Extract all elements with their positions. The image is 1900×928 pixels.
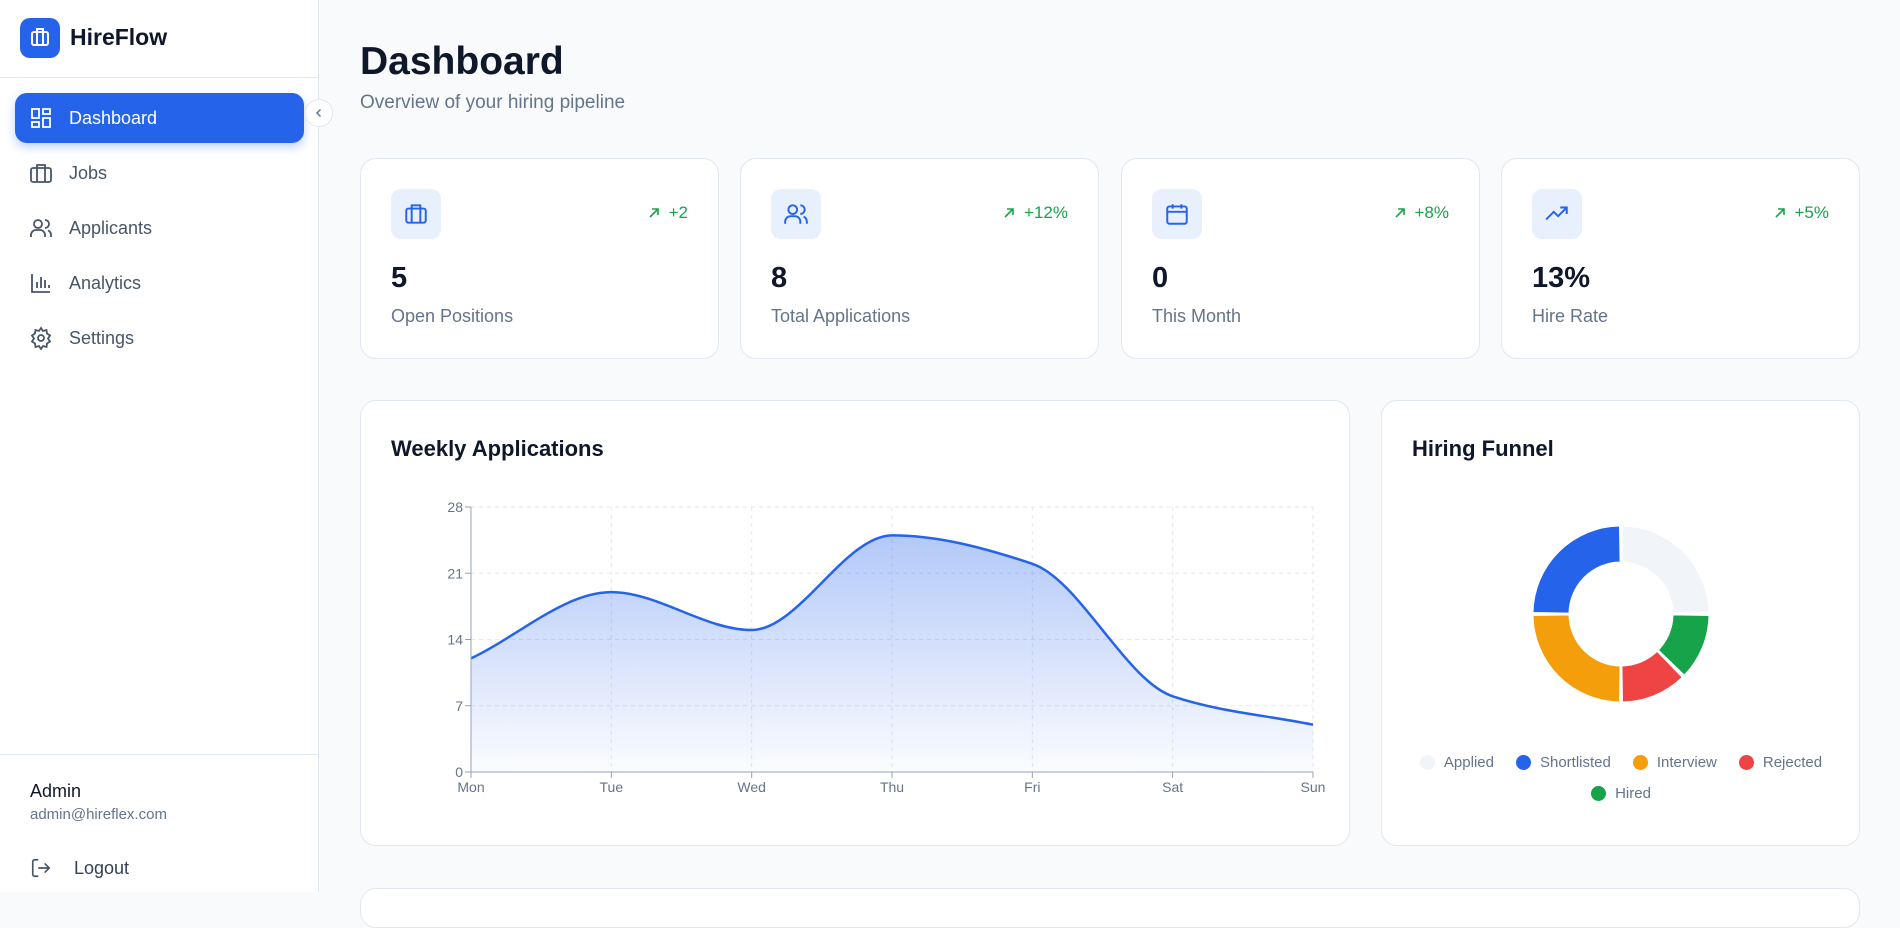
chart-card — [1381, 400, 1860, 846]
donut-slice — [1621, 650, 1683, 703]
stat-icon — [771, 189, 821, 239]
nav-label: Applicants — [69, 217, 153, 238]
legend-dot — [1591, 786, 1607, 801]
brand: HireFlow — [70, 24, 168, 50]
stat-card: +8% 0 This Month — [1121, 158, 1480, 359]
chart-title: Hiring Funnel — [1412, 436, 1554, 461]
legend-item: Shortlisted — [1515, 754, 1611, 771]
user-email: admin@hireflex.com — [30, 806, 167, 823]
logo — [20, 18, 60, 58]
collapse-button[interactable] — [305, 99, 333, 127]
legend-label: Rejected — [1762, 754, 1823, 771]
area — [471, 535, 1313, 772]
nav-label: Settings — [69, 327, 135, 348]
page: HireFlow Dashboard {"brand": "HireFlow",… — [0, 0, 1860, 928]
legend-label: Shortlisted — [1539, 754, 1611, 771]
y-tick-label: 14 — [447, 632, 463, 648]
donut-slice — [1657, 614, 1710, 676]
donut-slice — [1621, 525, 1710, 614]
donut-slice — [1532, 525, 1621, 614]
y-tick-label: 21 — [447, 565, 463, 581]
stat-card: +5% 13% Hire Rate — [1501, 158, 1860, 359]
charts: 0 7 14 21 28 Mon Tue Wed Thu Fri Sat Sun — [447, 499, 1710, 795]
nav-item[interactable]: Analytics — [15, 258, 304, 308]
stat-change: +5% — [1773, 203, 1830, 223]
stat-value: 0 — [1152, 262, 1169, 294]
page-subtitle: Overview of your hiring pipeline — [360, 92, 626, 113]
x-tick-label: Wed — [737, 779, 766, 795]
legend-item: Applied — [1419, 754, 1494, 771]
stat-icon — [1532, 189, 1582, 239]
nav-item[interactable]: Settings — [15, 313, 304, 363]
legend: Applied Shortlisted Interview Rejected Hired — [1401, 754, 1841, 802]
logout[interactable]: Logout — [30, 857, 129, 879]
nav-item[interactable]: Dashboard — [15, 93, 304, 143]
legend-label: Interview — [1656, 754, 1717, 771]
y-tick-label: 7 — [455, 698, 463, 714]
stat-label: Hire Rate — [1532, 306, 1609, 326]
donut-slice — [1532, 614, 1621, 703]
line — [470, 534, 1314, 726]
stat-icon — [391, 189, 441, 239]
x-tick-label: Sun — [1301, 779, 1326, 795]
x-tick-label: Thu — [880, 779, 904, 795]
x-tick-label: Fri — [1024, 779, 1040, 795]
app: HireFlow Dashboard Jobs Applicants Analy… — [0, 0, 1860, 928]
chart-title: Weekly Applications — [391, 436, 604, 461]
stat-change: +2 — [647, 203, 688, 223]
stat-label: Total Applications — [771, 306, 911, 326]
stat-label: Open Positions — [391, 306, 514, 326]
nav-label: Analytics — [69, 272, 142, 293]
stat-change-text: +5% — [1794, 203, 1830, 222]
logout-label: Logout — [74, 857, 130, 878]
legend-dot — [1419, 755, 1435, 770]
nav-label: Dashboard — [69, 107, 158, 128]
legend-label: Applied — [1443, 754, 1494, 771]
next-card — [360, 888, 1860, 928]
x-tick-label: Sat — [1162, 779, 1183, 795]
legend-dot — [1632, 755, 1648, 770]
stat-change: +12% — [1002, 203, 1068, 223]
y-tick-label: 28 — [447, 499, 463, 515]
stat-label: This Month — [1152, 306, 1242, 326]
stat-change-text: +2 — [668, 203, 688, 222]
stat-change: +8% — [1393, 203, 1450, 223]
legend-item: Hired — [1591, 785, 1651, 802]
legend-label: Hired — [1615, 785, 1651, 802]
nav-label: Jobs — [69, 162, 108, 183]
sidebar: HireFlow Dashboard Jobs Applicants Analy… — [0, 0, 319, 892]
stat-change-text: +8% — [1414, 203, 1450, 222]
stat-value: 13% — [1532, 262, 1591, 294]
stat-value: 8 — [771, 262, 788, 294]
stat-change-text: +12% — [1024, 203, 1068, 222]
stat-card: +12% 8 Total Applications — [740, 158, 1099, 359]
x-tick-label: Tue — [600, 779, 624, 795]
x-tick-label: Mon — [457, 779, 484, 795]
stat-card: +2 5 Open Positions — [360, 158, 719, 359]
page-title: Dashboard — [360, 40, 564, 83]
stat-icon — [1152, 189, 1202, 239]
legend-dot — [1515, 755, 1531, 770]
legend-dot — [1738, 755, 1754, 770]
legend-item: Rejected — [1738, 754, 1823, 771]
stat-value: 5 — [391, 262, 408, 294]
legend-item: Interview — [1632, 754, 1717, 771]
nav-item[interactable]: Jobs — [15, 148, 304, 198]
nav-item[interactable]: Applicants — [15, 203, 304, 253]
user-name: Admin — [30, 781, 82, 801]
y-tick-label: 0 — [455, 764, 463, 780]
